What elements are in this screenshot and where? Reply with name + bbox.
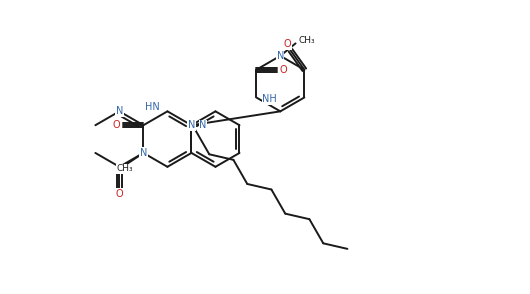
Text: N: N <box>199 120 207 130</box>
Text: N: N <box>277 51 284 61</box>
Text: CH₃: CH₃ <box>117 164 133 173</box>
Text: O: O <box>279 65 287 75</box>
Text: N: N <box>116 106 123 116</box>
Text: HN: HN <box>145 102 160 112</box>
Text: O: O <box>113 120 120 130</box>
Text: O: O <box>284 39 292 49</box>
Text: N: N <box>140 148 147 158</box>
Text: NH: NH <box>262 94 277 104</box>
Text: CH₃: CH₃ <box>298 36 315 45</box>
Text: O: O <box>116 188 123 198</box>
Text: N: N <box>188 120 195 130</box>
